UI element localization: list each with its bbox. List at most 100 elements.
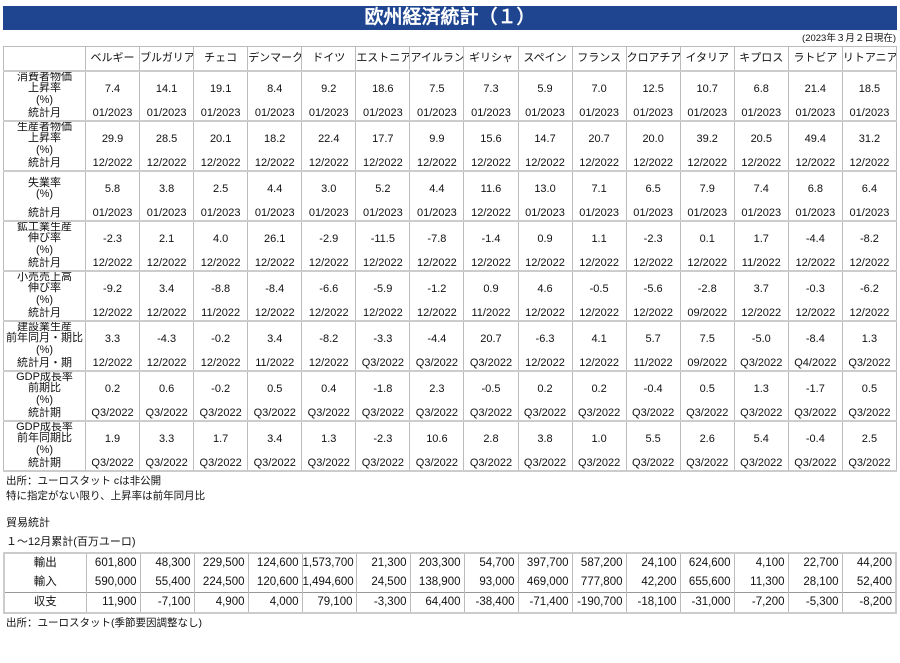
indicator-value: 22.4 xyxy=(301,119,357,157)
period-value: Q3/2022 xyxy=(571,406,627,421)
indicator-label-line: 失業率 xyxy=(28,176,61,189)
indicator-value: 1.3 xyxy=(841,319,898,357)
trade-value: -7,100 xyxy=(139,592,194,613)
period-row: 統計月 01/2023 01/2023 01/2023 01/2023 01/2023 01… xyxy=(3,206,898,221)
period-value: 12/2022 xyxy=(787,306,843,321)
indicator-value: 1.1 xyxy=(571,219,627,257)
indicator-value: -11.5 xyxy=(355,219,411,257)
indicator-value: 5.2 xyxy=(355,169,411,207)
trade-value: -8,200 xyxy=(841,592,896,613)
indicator-value: 10.7 xyxy=(679,69,735,107)
period-row: 統計月 01/2023 01/2023 01/2023 01/2023 01/2023 01… xyxy=(3,106,898,121)
period-value: Q3/2022 xyxy=(733,456,789,472)
trade-row-label: 輸入 xyxy=(3,572,86,593)
indicator-value: 17.7 xyxy=(355,119,411,157)
trade-value: 590,000 xyxy=(85,572,140,593)
indicator-label-line: 消費者物価 xyxy=(17,70,72,83)
indicator-label-line: (%) xyxy=(35,393,54,406)
country-header: ブルガリア xyxy=(139,46,195,71)
indicator-value: -0.4 xyxy=(625,369,681,407)
period-value: Q3/2022 xyxy=(247,456,303,472)
indicator-value: 2.6 xyxy=(679,419,735,457)
period-value: 12/2022 xyxy=(625,256,681,271)
indicator-value: 1.3 xyxy=(733,369,789,407)
period-value: 12/2022 xyxy=(841,306,898,321)
period-value: 12/2022 xyxy=(517,306,573,321)
period-row: 統計期 Q3/2022 Q3/2022 Q3/2022 Q3/2022 Q3/2022 Q3… xyxy=(3,456,898,472)
indicator-value: 10.6 xyxy=(409,419,465,457)
indicator-value: -5.0 xyxy=(733,319,789,357)
indicator-value: 7.1 xyxy=(571,169,627,207)
period-value: 12/2022 xyxy=(301,156,357,171)
indicator-value: -0.2 xyxy=(193,319,249,357)
period-value: 12/2022 xyxy=(247,306,303,321)
trade-row-label: 収支 xyxy=(3,592,86,613)
indicator-row: 鉱工業生産 伸び率 (%) -2.3 2.1 4.0 26.1 -2.9 -11.5 -7.8 -1… xyxy=(3,219,898,257)
trade-value: 587,200 xyxy=(571,552,626,573)
indicator-value: 3.4 xyxy=(247,319,303,357)
period-value: Q3/2022 xyxy=(355,456,411,472)
indicator-label-line: (%) xyxy=(35,293,54,306)
period-value: Q3/2022 xyxy=(787,406,843,421)
period-value: 01/2023 xyxy=(517,206,573,221)
indicator-value: 3.8 xyxy=(517,419,573,457)
indicator-value: -2.3 xyxy=(355,419,411,457)
indicator-label-line: (%) xyxy=(35,93,54,106)
period-value: Q3/2022 xyxy=(84,406,141,421)
indicator-label-line: (%) xyxy=(35,243,54,256)
trade-value: 1,573,700 xyxy=(301,552,356,573)
indicator-value: 7.9 xyxy=(679,169,735,207)
period-value: 01/2023 xyxy=(733,106,789,121)
period-value: 12/2022 xyxy=(625,156,681,171)
indicator-label-line: 鉱工業生産 xyxy=(17,220,72,233)
period-value: Q3/2022 xyxy=(247,406,303,421)
period-value: 12/2022 xyxy=(463,156,519,171)
indicator-value: 15.6 xyxy=(463,119,519,157)
period-value: 12/2022 xyxy=(139,356,195,371)
indicator-row: 消費者物価 上昇率 (%) 7.4 14.1 19.1 8.4 9.2 18.6 7.5 7.3 5.… xyxy=(3,69,898,107)
indicator-value: 7.5 xyxy=(679,319,735,357)
period-value: 01/2023 xyxy=(571,106,627,121)
period-value: 01/2023 xyxy=(409,106,465,121)
country-header: クロアチア xyxy=(625,46,681,71)
trade-value: 52,400 xyxy=(841,572,896,593)
period-value: 01/2023 xyxy=(139,206,195,221)
trade-value: 203,300 xyxy=(409,552,464,573)
trade-value: -31,000 xyxy=(679,592,734,613)
indicator-label: 消費者物価 上昇率 (%) xyxy=(3,69,86,107)
indicator-value: -1.8 xyxy=(355,369,411,407)
indicator-value: -6.6 xyxy=(301,269,357,307)
indicator-value: -8.2 xyxy=(841,219,898,257)
period-value: 12/2022 xyxy=(301,356,357,371)
indicator-value: 0.5 xyxy=(679,369,735,407)
page-title: 欧州経済統計（１） xyxy=(3,6,897,30)
rate-note: 特に指定がない限り、上昇率は前年同月比 xyxy=(6,489,206,502)
period-value: 12/2022 xyxy=(679,156,735,171)
indicator-value: 0.2 xyxy=(517,369,573,407)
source-note: 出所：ユーロスタット cは非公開 xyxy=(6,474,162,487)
period-value: 01/2023 xyxy=(463,106,519,121)
period-value: 12/2022 xyxy=(571,156,627,171)
indicator-value: 14.1 xyxy=(139,69,195,107)
country-header: デンマーク xyxy=(247,46,303,71)
period-value: 12/2022 xyxy=(517,356,573,371)
indicator-value: 5.8 xyxy=(84,169,141,207)
period-value: 12/2022 xyxy=(625,306,681,321)
indicator-value: 9.9 xyxy=(409,119,465,157)
indicator-value: -4.4 xyxy=(409,319,465,357)
indicator-value: 7.4 xyxy=(84,69,141,107)
indicator-label-line: (%) xyxy=(35,143,54,156)
indicator-value: -8.4 xyxy=(247,269,303,307)
period-value: 11/2022 xyxy=(463,306,519,321)
period-value: 01/2023 xyxy=(679,206,735,221)
period-value: Q3/2022 xyxy=(733,406,789,421)
indicator-value: -1.7 xyxy=(787,369,843,407)
period-value: Q3/2022 xyxy=(679,456,735,472)
period-row: 統計月 12/2022 12/2022 12/2022 12/2022 12/2022 12… xyxy=(3,156,898,171)
trade-value: -190,700 xyxy=(571,592,626,613)
period-value: 12/2022 xyxy=(84,156,141,171)
indicator-value: 19.1 xyxy=(193,69,249,107)
indicator-value: 13.0 xyxy=(517,169,573,207)
period-label: 統計月 xyxy=(3,106,86,121)
period-value: 01/2023 xyxy=(355,106,411,121)
